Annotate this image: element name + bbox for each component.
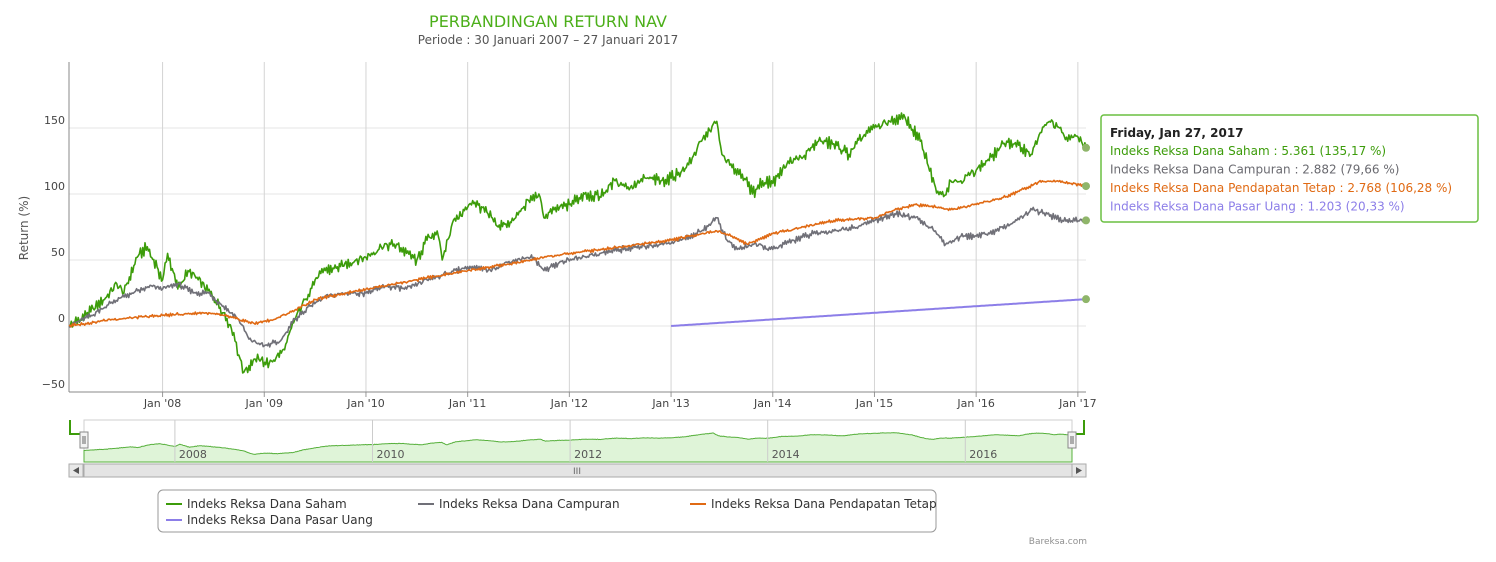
tooltip-value: 2.882 (79,66 %) — [1302, 163, 1399, 177]
legend-label: Indeks Reksa Dana Pendapatan Tetap — [711, 497, 937, 511]
arrow-right-icon — [1076, 467, 1082, 474]
navigator-area — [83, 432, 1073, 463]
navigator-year-label: 2008 — [179, 448, 207, 461]
navigator-year-label: 2012 — [574, 448, 602, 461]
navigator[interactable]: 2008 2010 2012 2014 2016 — [69, 419, 1085, 463]
tooltip: Friday, Jan 27, 2017 Indeks Reksa Dana S… — [1100, 114, 1479, 223]
legend-label: Indeks Reksa Dana Campuran — [439, 497, 620, 511]
tooltip-row: Indeks Reksa Dana Pasar Uang : 1.203 (20… — [1110, 200, 1405, 214]
scrollbar-grip-icon: III — [573, 467, 581, 477]
hover-markers — [1082, 143, 1090, 304]
x-tick-label: Jan '14 — [753, 397, 791, 410]
hover-marker — [1082, 295, 1090, 304]
series-line[interactable] — [68, 179, 1087, 328]
legend-label: Indeks Reksa Dana Saham — [187, 497, 347, 511]
legend-item[interactable]: Indeks Reksa Dana Pendapatan Tetap — [690, 497, 937, 511]
tooltip-series-name: Indeks Reksa Dana Saham — [1110, 144, 1270, 158]
tooltip-series-name: Indeks Reksa Dana Campuran — [1110, 163, 1291, 177]
series-line[interactable] — [68, 112, 1087, 374]
legend-item[interactable]: Indeks Reksa Dana Campuran — [418, 497, 620, 511]
hover-marker — [1082, 216, 1090, 225]
series-lines[interactable] — [68, 112, 1087, 374]
x-tick-label: Jan '12 — [550, 397, 588, 410]
x-tick-label: Jan '17 — [1058, 397, 1096, 410]
tooltip-value: 5.361 (135,17 %) — [1281, 144, 1386, 158]
x-tick-label: Jan '09 — [245, 397, 283, 410]
navigator-year-label: 2010 — [376, 448, 404, 461]
y-tick-label: 50 — [51, 246, 65, 259]
legend-item[interactable]: Indeks Reksa Dana Saham — [166, 497, 347, 511]
hover-marker — [1082, 143, 1090, 152]
navigator-year-label: 2014 — [772, 448, 800, 461]
axes: −50 0 50 100 150 Jan '08 Jan '09 Jan '10 Jan '11… — [42, 62, 1097, 410]
legend-label: Indeks Reksa Dana Pasar Uang — [187, 513, 373, 527]
legend-box — [157, 489, 937, 533]
tooltip-row: Indeks Reksa Dana Saham : 5.361 (135,17 … — [1110, 144, 1386, 158]
tooltip-row: Indeks Reksa Dana Pendapatan Tetap : 2.7… — [1110, 181, 1452, 195]
y-axis-label: Return (%) — [17, 196, 31, 260]
navigator-handle-right[interactable] — [1067, 431, 1077, 449]
scroll-left-button[interactable] — [68, 463, 84, 478]
x-tick-label: Jan '16 — [956, 397, 994, 410]
x-tick-label: Jan '10 — [346, 397, 384, 410]
y-tick-label: −50 — [42, 378, 65, 391]
x-tick-label: Jan '08 — [143, 397, 181, 410]
tooltip-separator: : — [1270, 144, 1282, 158]
x-tick-label: Jan '11 — [448, 397, 486, 410]
x-tick-label: Jan '13 — [651, 397, 689, 410]
navigator-year-label: 2016 — [969, 448, 997, 461]
tooltip-separator: : — [1291, 163, 1303, 177]
y-tick-label: 150 — [44, 114, 65, 127]
legend-item[interactable]: Indeks Reksa Dana Pasar Uang — [166, 513, 373, 527]
credit[interactable]: Bareksa.com — [1029, 537, 1087, 547]
tooltip-value: 1.203 (20,33 %) — [1308, 200, 1405, 214]
chart-title: PERBANDINGAN RETURN NAV — [429, 12, 667, 31]
tooltip-separator: : — [1296, 200, 1308, 214]
scrollbar[interactable]: III — [68, 463, 1087, 478]
tooltip-row: Indeks Reksa Dana Campuran : 2.882 (79,6… — [1110, 163, 1399, 177]
tooltip-box — [1100, 114, 1479, 223]
tooltip-date: Friday, Jan 27, 2017 — [1110, 126, 1244, 140]
tooltip-value: 2.768 (106,28 %) — [1347, 181, 1452, 195]
scroll-right-button[interactable] — [1071, 463, 1087, 478]
tooltip-series-name: Indeks Reksa Dana Pendapatan Tetap — [1110, 181, 1336, 195]
x-tick-label: Jan '15 — [855, 397, 893, 410]
grid — [69, 62, 1086, 393]
tooltip-series-name: Indeks Reksa Dana Pasar Uang — [1110, 200, 1296, 214]
tooltip-separator: : — [1336, 181, 1348, 195]
navigator-handle-left[interactable] — [79, 431, 89, 449]
legend: Indeks Reksa Dana Saham Indeks Reksa Dana… — [157, 489, 937, 533]
y-tick-label: 0 — [58, 312, 65, 325]
series-line[interactable] — [671, 298, 1086, 327]
arrow-left-icon — [73, 467, 79, 474]
y-tick-label: 100 — [44, 180, 65, 193]
hover-marker — [1082, 182, 1090, 191]
chart-subtitle: Periode : 30 Januari 2007 – 27 Januari 2… — [418, 33, 678, 47]
navigator-year-labels: 2008 2010 2012 2014 2016 — [174, 420, 997, 462]
